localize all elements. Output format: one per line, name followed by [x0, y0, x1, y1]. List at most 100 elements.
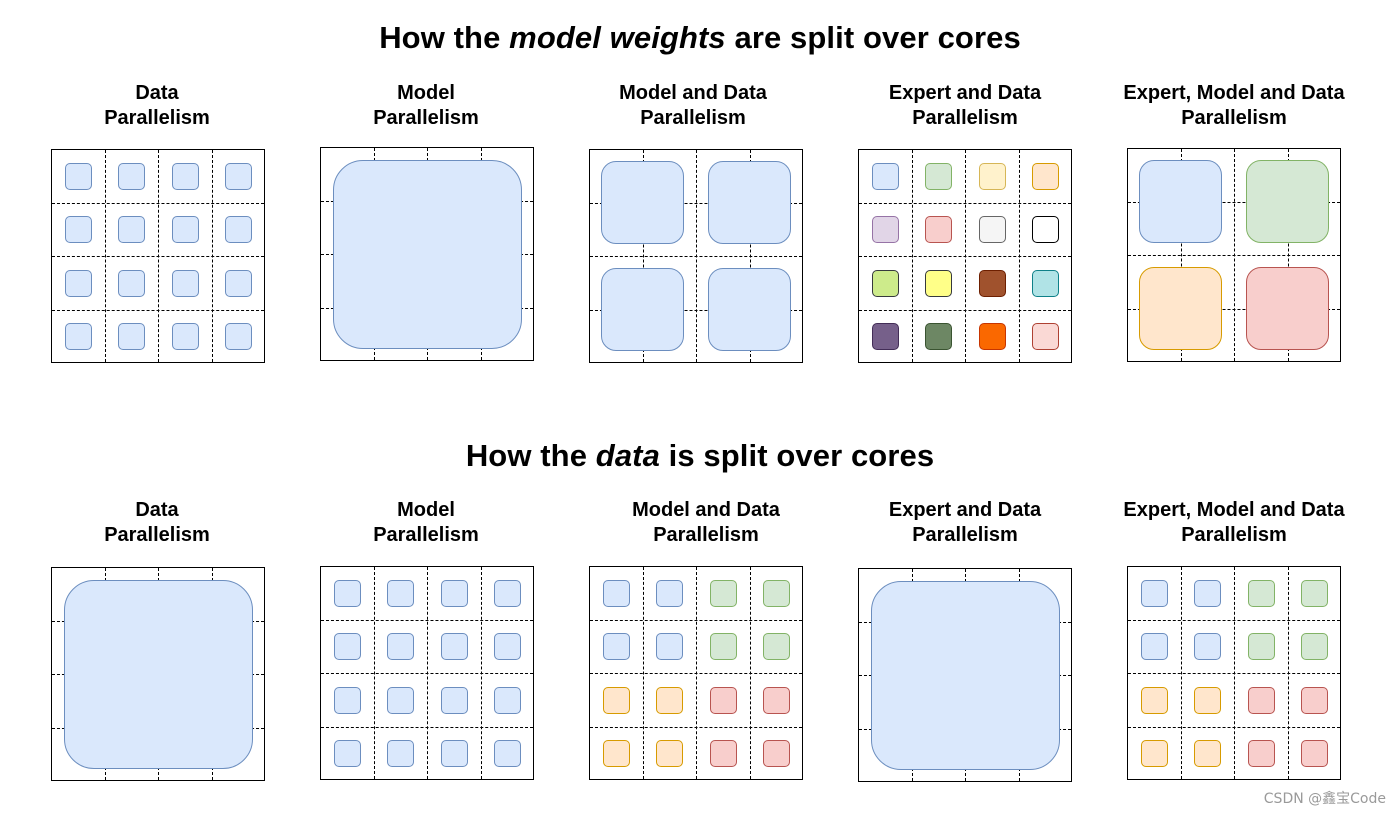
medium-block-blue [601, 268, 684, 351]
small-block-orange [1032, 162, 1059, 190]
small-block-yellow [978, 162, 1006, 190]
core-grid [51, 149, 265, 363]
core-grid [51, 567, 265, 781]
small-block-red [1301, 686, 1328, 714]
small-block-blue [494, 579, 521, 607]
small-block-orange [602, 740, 630, 767]
small-block-orange [1140, 740, 1168, 767]
core-divider-horizontal [590, 309, 802, 311]
small-block-blue [171, 216, 199, 243]
small-block-blue [171, 323, 199, 350]
small-block-blue [333, 686, 361, 714]
small-block-blue [387, 740, 414, 767]
small-block-blue [118, 216, 145, 243]
small-block-blue [118, 269, 145, 297]
small-block-blue [871, 162, 899, 190]
small-block-blue [118, 162, 145, 190]
core-divider-horizontal [1128, 673, 1340, 674]
core-divider-horizontal [1128, 308, 1340, 310]
section-title-model-weights: How the model weights are split over cor… [0, 20, 1400, 56]
small-block-pink [1032, 323, 1059, 350]
small-block-blue [171, 162, 199, 190]
small-block-blue [64, 269, 92, 297]
panel-label-model-parallelism: Model Parallelism [373, 499, 479, 546]
medium-block-orange [1139, 267, 1222, 350]
watermark: CSDN @鑫宝Code [1263, 791, 1386, 807]
section-title-emphasis: model weights [509, 20, 726, 55]
small-block-green [1247, 633, 1275, 660]
small-block-green [1247, 579, 1275, 607]
core-grid [589, 149, 803, 363]
section-title-prefix: How the [465, 438, 596, 473]
small-block-blue [656, 633, 683, 660]
small-block-blue [171, 269, 199, 297]
core-divider-horizontal [859, 309, 1071, 311]
core-divider-horizontal [590, 726, 802, 728]
small-block-green [1301, 633, 1328, 660]
section-title-prefix: How the [379, 20, 510, 55]
section-title-suffix: is split over cores [659, 438, 935, 473]
core-grid [1127, 148, 1341, 362]
small-block-blue [225, 162, 252, 190]
core-divider-horizontal [859, 256, 1071, 257]
small-block-blue [1194, 579, 1221, 607]
small-block-green [763, 579, 790, 607]
section-title-suffix: are split over cores [725, 20, 1021, 55]
core-divider-horizontal [321, 726, 533, 728]
small-block-blue [333, 740, 361, 767]
panel-label-model-data-parallelism: Model and Data Parallelism [619, 82, 767, 129]
panel-label-model-parallelism: Model Parallelism [373, 82, 479, 129]
small-block-orange [656, 740, 683, 767]
core-divider-vertical [1018, 150, 1020, 362]
core-grid [320, 566, 534, 780]
small-block-orange [1194, 740, 1221, 767]
small-block-purple [871, 216, 899, 243]
section-title-emphasis: data [595, 438, 660, 473]
panel-label-expert-data-parallelism: Expert and Data Parallelism [888, 82, 1042, 129]
core-divider-vertical [749, 567, 751, 779]
small-block-blue [118, 323, 145, 350]
small-block-green [763, 633, 790, 660]
core-grid [1127, 566, 1341, 780]
large-block-blue [64, 580, 253, 769]
small-block-blue [1140, 579, 1168, 607]
small-block-blue [1140, 633, 1168, 660]
small-block-green [1301, 579, 1328, 607]
small-block-blue [494, 633, 521, 660]
small-block-blue [333, 579, 361, 607]
small-block-green [709, 633, 737, 660]
small-block-brown [978, 269, 1006, 297]
small-block-red [925, 216, 952, 243]
core-divider-horizontal [321, 673, 533, 674]
small-block-blue [225, 216, 252, 243]
small-block-blue [333, 633, 361, 660]
panel-label-expert-data-parallelism: Expert and Data Parallelism [888, 499, 1042, 546]
small-block-brightyellow [925, 269, 952, 297]
small-block-blue [387, 686, 414, 714]
medium-block-blue [601, 161, 684, 244]
small-block-white [1032, 216, 1059, 243]
small-block-cyan [1032, 269, 1059, 297]
small-block-blue [387, 633, 414, 660]
medium-block-blue [1139, 160, 1222, 243]
small-block-blue [64, 162, 92, 190]
small-block-blue [494, 740, 521, 767]
panel-label-model-data-parallelism: Model and Data Parallelism [632, 499, 780, 546]
small-block-orange [1194, 686, 1221, 714]
large-block-blue [871, 581, 1060, 770]
medium-block-blue [708, 161, 791, 244]
small-block-red [763, 686, 790, 714]
small-block-orange [602, 686, 630, 714]
small-block-blue [64, 216, 92, 243]
small-block-darkgreen [925, 323, 952, 350]
small-block-orange [656, 686, 683, 714]
small-block-red [1247, 740, 1275, 767]
small-block-green [709, 579, 737, 607]
small-block-orange [1140, 686, 1168, 714]
core-divider-vertical [749, 150, 751, 362]
small-block-blue [1194, 633, 1221, 660]
core-divider-horizontal [590, 673, 802, 674]
core-divider-horizontal [1128, 255, 1340, 256]
small-block-red [763, 740, 790, 767]
core-divider-horizontal [52, 309, 264, 311]
